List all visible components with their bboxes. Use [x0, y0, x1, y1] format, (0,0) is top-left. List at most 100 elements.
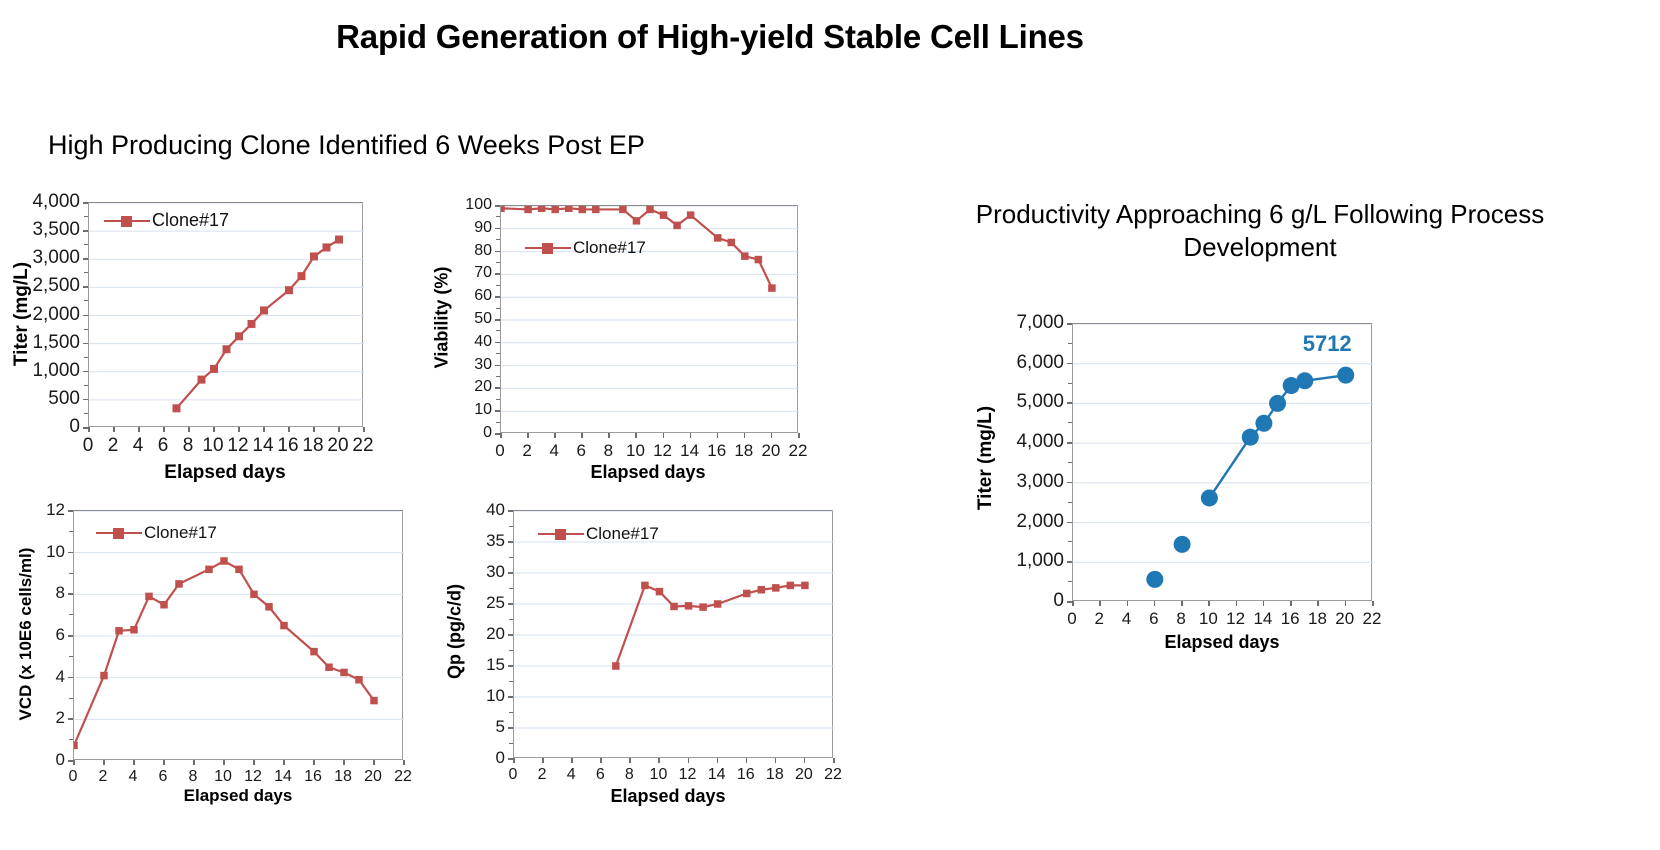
y-tick-mark — [508, 572, 513, 574]
data-point — [754, 255, 763, 264]
data-point — [1200, 489, 1218, 507]
y-tick-label: 30 — [486, 562, 505, 581]
x-tick-label: 0 — [1067, 609, 1077, 628]
data-point — [247, 319, 256, 328]
x-tick-mark — [635, 433, 637, 438]
x-tick-mark — [554, 433, 556, 438]
x-tick-label: 22 — [788, 441, 808, 460]
data-point — [260, 306, 268, 315]
x-tick-mark — [743, 433, 746, 438]
x-tick-label: 18 — [334, 768, 352, 785]
data-point — [355, 676, 363, 684]
y-tick-label: 500 — [48, 387, 80, 409]
y-minor-tick-mark — [69, 655, 73, 657]
x-tick-mark — [103, 760, 105, 765]
x-tick-label: 4 — [566, 766, 576, 783]
y-minor-tick-mark — [496, 376, 500, 377]
data-point — [1241, 428, 1259, 446]
x-tick-mark — [163, 427, 165, 432]
y-tick-mark — [508, 758, 513, 760]
x-tick-label: 16 — [277, 435, 299, 456]
x-tick-mark — [1372, 601, 1374, 606]
x-tick-label: 16 — [304, 768, 322, 785]
data-point — [100, 671, 108, 680]
x-tick-mark — [138, 427, 140, 432]
y-tick-label: 70 — [474, 264, 492, 282]
x-tick-mark — [1317, 601, 1319, 606]
x-tick-label: 14 — [274, 768, 292, 785]
x-tick-mark — [662, 433, 665, 438]
x-tick-label: 20 — [761, 441, 781, 460]
data-point — [172, 404, 181, 413]
x-tick-label: 10 — [649, 766, 668, 783]
y-tick-label: 40 — [486, 500, 505, 519]
x-tick-label: 14 — [680, 441, 700, 460]
y-minor-tick-mark — [84, 272, 88, 274]
x-tick-mark — [1153, 601, 1156, 606]
x-tick-mark — [689, 433, 692, 438]
x-tick-mark — [193, 760, 195, 765]
x-tick-label: 8 — [1176, 609, 1186, 628]
data-point — [335, 235, 343, 244]
x-tick-label: 12 — [1226, 609, 1246, 628]
x-tick-mark — [113, 427, 115, 432]
y-tick-label: 50 — [474, 310, 492, 327]
y-axis-title: Titer (mg/L) — [11, 261, 32, 367]
right-section-subtitle: Productivity Approaching 6 g/L Following… — [975, 199, 1545, 263]
data-point — [772, 584, 780, 592]
y-tick-label: 15 — [486, 655, 505, 674]
x-tick-mark — [288, 427, 290, 432]
y-tick-label: 2,000 — [1016, 510, 1064, 532]
x-tick-mark — [343, 760, 345, 765]
data-point — [646, 206, 654, 214]
y-tick-label: 3,000 — [1016, 470, 1064, 492]
data-point — [197, 375, 206, 384]
y-minor-tick-mark — [84, 244, 88, 246]
x-tick-label: 20 — [795, 766, 813, 783]
plot-canvas — [1073, 324, 1373, 588]
data-point — [741, 252, 749, 260]
y-tick-mark — [1067, 323, 1072, 325]
x-tick-label: 0 — [68, 768, 78, 785]
x-tick-mark — [313, 760, 315, 765]
chart-viability-clone17: 0 10 20 30 40 50 60 70 80 90 100 0 2 4 6 8 10 12 14 16 18 20 2… — [420, 190, 832, 495]
y-minor-tick-mark — [496, 330, 500, 332]
x-tick-mark — [133, 760, 135, 765]
x-tick-label: 6 — [595, 766, 605, 783]
legend-swatch — [538, 527, 584, 541]
y-minor-tick-mark — [496, 239, 500, 241]
y-minor-tick-mark — [496, 353, 500, 355]
data-point — [130, 626, 138, 634]
data-point — [524, 206, 532, 214]
x-tick-label: 2 — [537, 766, 547, 783]
plot-area — [513, 510, 834, 758]
x-tick-label: 14 — [707, 766, 726, 783]
x-tick-mark — [770, 433, 773, 438]
data-point — [501, 206, 505, 213]
x-tick-mark — [833, 758, 835, 763]
x-tick-label: 12 — [244, 768, 262, 785]
y-tick-label: 4 — [55, 666, 65, 686]
y-minor-tick-mark — [69, 697, 73, 699]
x-tick-label: 0 — [82, 435, 94, 456]
y-tick-mark — [1067, 362, 1072, 365]
plot-area — [88, 202, 364, 427]
data-point — [699, 603, 707, 611]
y-minor-tick-mark — [509, 711, 513, 713]
x-tick-label: 22 — [352, 435, 374, 456]
y-tick-mark — [83, 230, 88, 232]
data-point — [537, 206, 546, 213]
data-point — [1146, 570, 1164, 588]
y-tick-label: 1,500 — [32, 331, 80, 353]
data-point — [325, 663, 333, 671]
x-tick-label: 2 — [1094, 609, 1104, 628]
y-tick-mark — [68, 635, 73, 637]
data-point — [1173, 535, 1191, 553]
y-tick-mark — [495, 364, 500, 367]
data-point — [310, 647, 318, 656]
y-tick-mark — [83, 342, 88, 345]
x-tick-label: 16 — [736, 766, 755, 783]
x-tick-mark — [1181, 601, 1183, 606]
data-point — [684, 602, 693, 610]
y-tick-label: 5,000 — [1016, 391, 1064, 413]
